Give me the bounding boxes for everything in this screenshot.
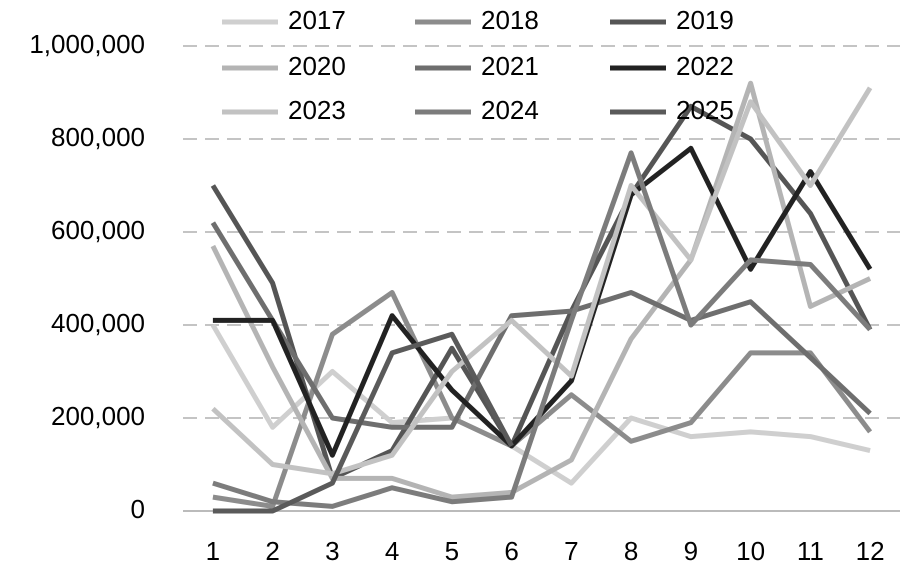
x-tick-label: 8	[624, 536, 638, 566]
y-tick-label: 400,000	[51, 308, 145, 338]
series-line	[210, 103, 873, 481]
x-tick-label: 12	[856, 536, 885, 566]
y-tick-label: 200,000	[51, 401, 145, 431]
series-line	[210, 221, 872, 430]
y-tick-label: 600,000	[51, 215, 145, 245]
x-tick-label: 5	[445, 536, 459, 566]
x-tick-label: 1	[206, 536, 220, 566]
legend-label: 2022	[676, 51, 734, 81]
legend-label: 2017	[288, 5, 346, 35]
series-line	[211, 86, 873, 477]
legend-label: 2023	[288, 95, 346, 125]
x-tick-label: 7	[564, 536, 578, 566]
y-tick-label: 0	[131, 494, 145, 524]
x-tick-label: 11	[797, 536, 824, 566]
x-tick-label: 6	[504, 536, 518, 566]
legend-label: 2021	[481, 51, 539, 81]
series-line	[212, 331, 514, 514]
x-tick-label: 2	[265, 536, 279, 566]
legend-label: 2024	[481, 95, 539, 125]
legend-label: 2018	[481, 5, 539, 35]
legend-label: 2019	[676, 5, 734, 35]
y-tick-label: 1,000,000	[29, 29, 145, 59]
y-tick-label: 800,000	[51, 122, 145, 152]
legend-label: 2025	[676, 95, 734, 125]
x-tick-label: 4	[385, 536, 399, 566]
series-line	[210, 80, 872, 500]
legend-label: 2020	[288, 51, 346, 81]
x-tick-label: 10	[736, 536, 765, 566]
x-tick-label: 3	[325, 536, 339, 566]
series-line	[212, 290, 873, 509]
series-line	[210, 323, 871, 486]
series-line	[212, 150, 872, 509]
x-tick-label: 9	[684, 536, 698, 566]
